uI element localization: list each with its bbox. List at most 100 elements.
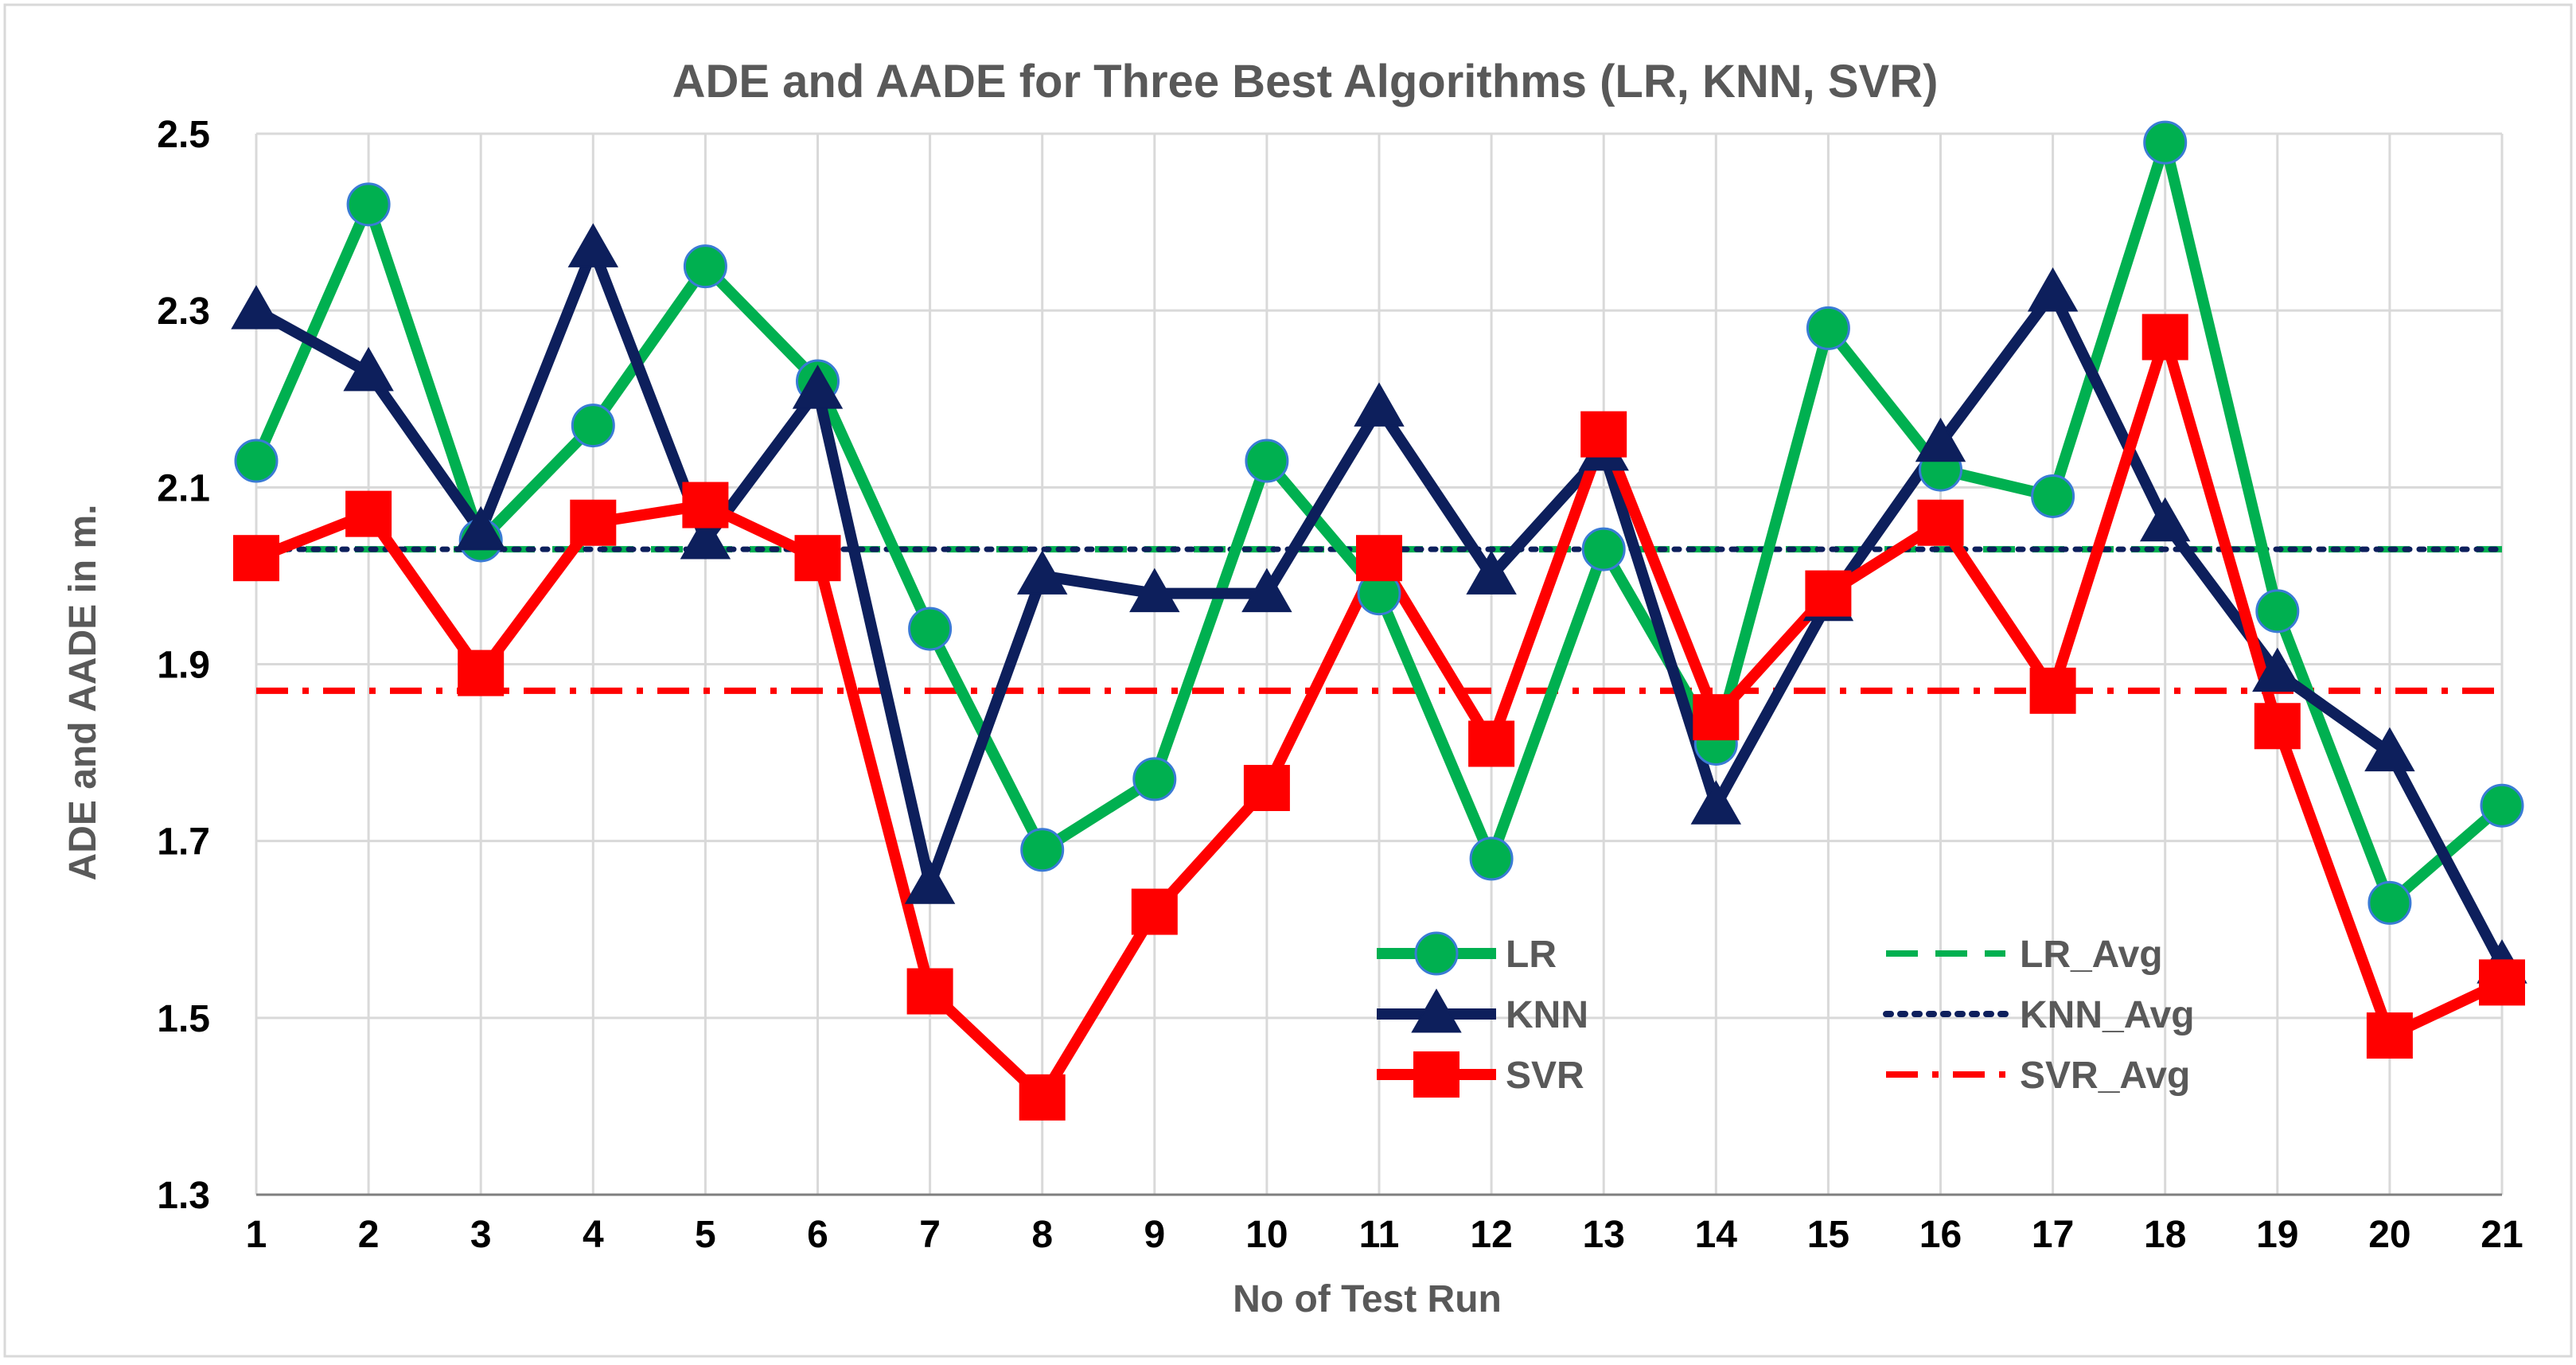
x-tick-label: 2: [358, 1214, 380, 1256]
y-tick-label: 2.1: [157, 467, 210, 509]
svr-point: [1693, 694, 1740, 741]
x-tick-label: 5: [695, 1214, 716, 1256]
x-axis-label: No of Test Run: [1233, 1278, 1502, 1320]
knn-point: [2139, 497, 2191, 542]
legend-marker-svr: [1413, 1051, 1459, 1098]
svr-point: [2141, 314, 2188, 361]
svr-point: [2479, 959, 2525, 1006]
lr-point: [1245, 439, 1289, 483]
x-tick-label: 16: [1919, 1214, 1962, 1256]
x-tick-label: 19: [2256, 1214, 2298, 1256]
svr-point: [906, 968, 953, 1015]
y-tick-label: 1.5: [157, 998, 210, 1040]
x-tick-label: 9: [1144, 1214, 1165, 1256]
knn-point: [2252, 647, 2303, 692]
svr-point: [1243, 765, 1290, 812]
legend-label: KNN_Avg: [2020, 994, 2195, 1036]
lr-point: [1469, 837, 1514, 881]
svr-point: [1805, 570, 1852, 617]
knn-point: [1466, 550, 1517, 595]
svr-point: [2254, 703, 2301, 750]
legend-label: KNN: [1506, 994, 1588, 1036]
x-tick-label: 11: [1359, 1214, 1400, 1256]
legend-label: LR_Avg: [2020, 934, 2163, 976]
x-tick-label: 7: [919, 1214, 941, 1256]
legend-label: LR: [1506, 934, 1557, 976]
lr-point: [908, 606, 953, 651]
y-tick-label: 2.5: [157, 114, 210, 156]
knn-point: [792, 365, 844, 409]
svr-point: [1019, 1074, 1066, 1121]
legend-label: SVR_Avg: [2020, 1055, 2190, 1097]
chart-border: [3, 3, 2573, 1358]
x-tick-label: 1: [246, 1214, 267, 1256]
lr-point: [683, 244, 727, 289]
svr-point: [570, 499, 617, 546]
svr-point: [345, 490, 392, 537]
svr-point: [1468, 720, 1515, 767]
svr-point: [794, 535, 841, 582]
knn-point: [567, 223, 619, 267]
legend-label: SVR: [1506, 1055, 1584, 1097]
x-tick-label: 8: [1031, 1214, 1053, 1256]
x-tick-label: 18: [2144, 1214, 2186, 1256]
lr-point: [2143, 120, 2188, 165]
x-tick-label: 13: [1583, 1214, 1625, 1256]
legend-marker-knn: [1411, 988, 1462, 1033]
svr-point: [2366, 1012, 2413, 1059]
legend: LR KNN SVR LR_Avg KNN_Avg SVR_Avg: [1377, 931, 2195, 1098]
svr-point: [2029, 667, 2076, 714]
y-axis-label: ADE and AADE in m.: [62, 505, 104, 881]
lr-point: [1020, 828, 1065, 872]
lr-point: [571, 404, 615, 448]
lr-point: [234, 439, 279, 483]
svr-point: [233, 535, 279, 582]
y-tick-label: 1.7: [157, 821, 210, 864]
series-markers: [231, 120, 2527, 1121]
lr-point: [1806, 306, 1850, 350]
lr-point: [2480, 783, 2524, 828]
knn-point: [1016, 550, 1068, 595]
knn-point: [1354, 382, 1405, 427]
chart-title: ADE and AADE for Three Best Algorithms (…: [672, 56, 1939, 107]
lr-point: [346, 182, 391, 227]
svr-point: [1131, 888, 1178, 935]
y-tick-labels: 1.3 1.5 1.7 1.9 2.1 2.3 2.5: [157, 114, 210, 1217]
y-tick-label: 1.9: [157, 645, 210, 687]
legend-marker-lr: [1414, 931, 1459, 976]
x-tick-label: 20: [2368, 1214, 2410, 1256]
knn-point: [1915, 417, 1966, 462]
knn-point: [1690, 780, 1742, 825]
x-tick-labels: 1 2 3 4 5 6 7 8 9 10 11 12 13 14 15 16 17 18 19 20 21: [246, 1214, 2523, 1256]
knn-point: [455, 505, 506, 551]
svr-point: [458, 649, 505, 696]
knn-point: [1129, 567, 1180, 613]
knn-point: [231, 285, 282, 330]
x-tick-label: 10: [1245, 1214, 1288, 1256]
x-tick-label: 12: [1470, 1214, 1512, 1256]
x-tick-label: 15: [1807, 1214, 1849, 1256]
x-tick-label: 14: [1695, 1214, 1738, 1256]
lr-point: [1581, 527, 1626, 571]
knn-point: [2027, 267, 2079, 312]
knn-point: [1241, 567, 1292, 613]
knn-point: [343, 346, 394, 392]
x-tick-label: 3: [470, 1214, 492, 1256]
lr-point: [2031, 474, 2075, 518]
knn-point: [904, 860, 956, 904]
svr-point: [1580, 411, 1627, 458]
x-tick-label: 6: [807, 1214, 828, 1256]
knn-point: [2364, 727, 2415, 772]
lr-point: [2255, 589, 2300, 634]
lr-point: [1132, 757, 1177, 801]
x-tick-label: 17: [2032, 1214, 2074, 1256]
svr-point: [1356, 535, 1402, 582]
svr-point: [1917, 499, 1964, 546]
knn-point: [680, 514, 731, 560]
x-tick-label: 21: [2481, 1214, 2523, 1256]
y-tick-label: 1.3: [157, 1175, 210, 1217]
x-tick-label: 4: [583, 1214, 604, 1256]
lr-point: [2368, 880, 2412, 925]
